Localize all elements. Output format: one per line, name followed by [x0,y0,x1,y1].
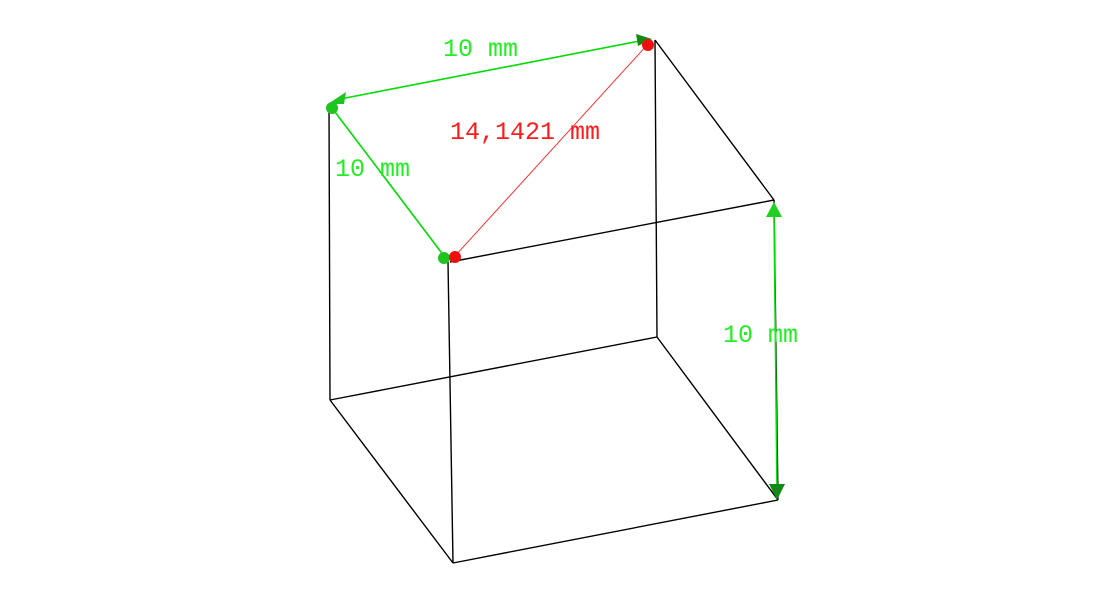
dimension-right-vertical-edge[interactable]: 10 mm [723,202,798,500]
endpoint-marker-icon [449,251,461,263]
dimension-line [334,39,646,101]
cube-edge [329,399,454,564]
cube-edge [328,103,331,401]
cube-edge [654,39,658,338]
arrow-head-icon [326,102,338,114]
dimension-top-left-edge[interactable]: 10 mm [326,102,450,264]
arrow-head-icon [636,34,652,46]
cube-wireframe [328,39,779,564]
cube-edge [449,199,775,263]
arrow-head-icon [438,252,450,264]
dimension-line [331,107,445,257]
cube-edge [654,39,775,201]
dimension-label: 10 mm [723,321,798,350]
dimension-line [773,211,778,489]
cube-edge [447,261,454,564]
dimension-top-back-edge[interactable]: 10 mm [328,34,652,104]
dimension-label: 14,1421 mm [450,118,600,147]
arrow-head-icon [766,202,782,217]
dimension-line [454,43,649,257]
arrow-head-icon [328,92,346,104]
cube-edge [329,336,658,401]
dimension-top-face-diagonal[interactable]: 14,1421 mm [449,39,654,263]
endpoint-marker-icon [642,39,654,51]
dimension-label: 10 mm [335,155,410,184]
cube-edge [656,336,779,501]
arrow-head-icon [769,484,785,500]
dimension-label: 10 mm [443,35,518,64]
cube-edge [452,499,779,564]
